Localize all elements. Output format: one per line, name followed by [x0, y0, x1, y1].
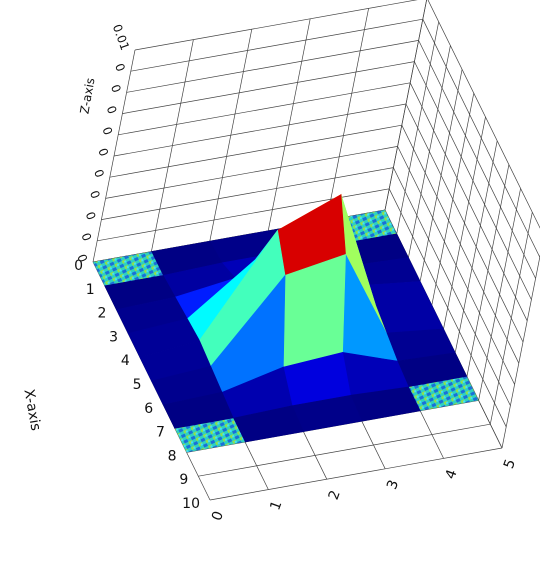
grid-line: [431, 93, 475, 306]
grid-line: [105, 146, 398, 199]
z-tick-label: 0: [99, 125, 115, 137]
x-tick-label: 0: [74, 258, 83, 274]
grid-line: [113, 103, 407, 157]
grid-line: [501, 254, 540, 449]
z-tick-label: 0: [87, 189, 103, 201]
y-tick-label: 5: [501, 457, 519, 471]
z-tick-label: 0: [74, 252, 90, 264]
grid-line: [198, 423, 491, 477]
grid-line: [427, 0, 540, 229]
x-tick-label: 9: [179, 472, 188, 488]
y-tick-label: 4: [443, 467, 461, 481]
grid-line: [101, 167, 394, 220]
y-tick-label: 3: [384, 478, 402, 492]
x-tick-label: 3: [109, 329, 118, 345]
x-tick-label: 7: [156, 425, 165, 441]
grid-line: [443, 116, 486, 330]
grid-line: [92, 49, 136, 263]
z-tick-label: 0: [91, 167, 107, 179]
grid-line: [130, 18, 423, 72]
labels: X-axis Z-axis 00000000000.01012345678910…: [20, 22, 519, 523]
grid-line: [151, 39, 194, 252]
grid-line: [408, 45, 451, 258]
z-tick-label: 0.01: [110, 22, 132, 52]
grid-line: [396, 21, 440, 234]
z-tick-label: 0: [78, 231, 94, 243]
x-tick-label: 5: [133, 377, 142, 393]
surface-cell: [174, 418, 245, 453]
z-tick-label: 0: [83, 210, 99, 222]
x-tick-label: 2: [97, 306, 106, 322]
surface-cell: [375, 304, 444, 334]
grid-line: [118, 82, 411, 136]
grid-line: [126, 40, 419, 93]
y-tick-label: 1: [267, 499, 285, 513]
grid-line: [419, 69, 463, 282]
grid-line: [209, 447, 503, 501]
x-axis-label: X-axis: [20, 388, 43, 432]
surface-cell: [408, 376, 479, 411]
grid-line: [209, 29, 253, 242]
z-tick-label: 0: [108, 83, 124, 95]
x-tick-label: 4: [121, 353, 130, 369]
grid-line: [384, 0, 427, 211]
grid-line: [466, 164, 510, 377]
grid-line: [454, 140, 498, 353]
surface: [93, 193, 479, 453]
grid-line: [326, 8, 369, 221]
x-tick-label: 10: [182, 496, 200, 512]
z-tick-label: 0: [95, 146, 111, 158]
surface-cell: [93, 251, 164, 286]
grid-line: [109, 124, 402, 178]
grid-line: [478, 188, 521, 401]
grid-line: [267, 18, 311, 231]
x-tick-label: 1: [86, 282, 95, 298]
y-tick-label: 0: [209, 509, 227, 523]
y-tick-label: 2: [326, 488, 344, 502]
z-tick-label: 0: [112, 61, 128, 73]
z-axis-label: Z-axis: [77, 77, 97, 115]
grid-line: [489, 212, 533, 425]
grid-line: [134, 0, 418, 51]
x-tick-label: 8: [168, 448, 177, 464]
grid-line: [122, 61, 415, 114]
x-tick-label: 6: [144, 401, 153, 417]
z-tick-label: 0: [104, 104, 120, 116]
